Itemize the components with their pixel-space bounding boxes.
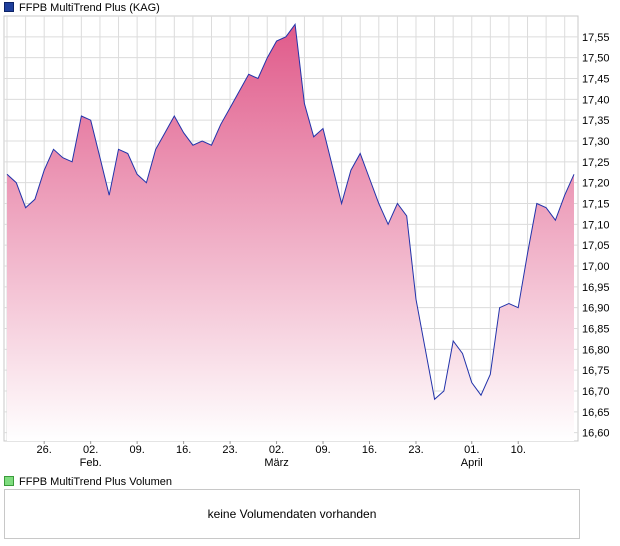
x-tick-label: 10. [511,444,526,456]
price-chart: 17,55 17,50 17,45 17,40 17,35 17,30 17,25 17,20… [3,15,610,469]
price-area [7,24,574,442]
y-tick-label: 17,50 [582,53,610,65]
y-axis-labels: 17,55 17,50 17,45 17,40 17,35 17,30 17,25 17,20… [582,32,610,440]
y-tick-label: 17,10 [582,219,610,231]
x-tick-label: 16. [362,444,377,456]
volume-legend-swatch [4,476,14,486]
y-tick-label: 16,60 [582,428,610,440]
x-tick-label: 23. [222,444,237,456]
volume-legend-label: FFPB MultiTrend Plus Volumen [19,476,173,488]
y-tick-label: 17,20 [582,178,610,190]
x-month-label: April [461,457,483,469]
y-tick-label: 16,95 [582,282,610,294]
y-tick-label: 17,40 [582,94,610,106]
x-tick-label: 02. [83,444,98,456]
x-month-label: März [264,457,288,469]
price-legend-swatch [4,2,14,12]
y-tick-label: 16,90 [582,303,610,315]
y-tick-label: 17,15 [582,199,610,211]
x-tick-label: 02. [269,444,284,456]
volume-panel: keine Volumendaten vorhanden [4,489,580,539]
y-tick-label: 16,80 [582,344,610,356]
volume-legend: FFPB MultiTrend Plus Volumen [4,475,172,489]
y-tick-label: 17,45 [582,74,610,86]
y-tick-label: 17,30 [582,136,610,148]
x-tick-label: 01. [464,444,479,456]
volume-empty-message: keine Volumendaten vorhanden [207,507,377,521]
y-tick-label: 17,00 [582,261,610,273]
x-tick-label: 16. [176,444,191,456]
x-tick-label: 09. [129,444,144,456]
x-month-label: Feb. [80,457,102,469]
y-tick-label: 17,35 [582,115,610,127]
y-tick-label: 16,65 [582,407,610,419]
y-tick-label: 16,70 [582,386,610,398]
chart-title: FFPB MultiTrend Plus (KAG) [19,2,160,14]
price-legend: FFPB MultiTrend Plus (KAG) [4,1,160,15]
y-tick-label: 17,55 [582,32,610,44]
x-tick-label: 26. [37,444,52,456]
y-tick-label: 16,75 [582,365,610,377]
price-line [6,22,575,401]
y-tick-label: 17,05 [582,240,610,252]
x-tick-label: 23. [408,444,423,456]
y-tick-label: 16,85 [582,324,610,336]
y-tick-label: 17,25 [582,157,610,169]
x-tick-label: 09. [315,444,330,456]
